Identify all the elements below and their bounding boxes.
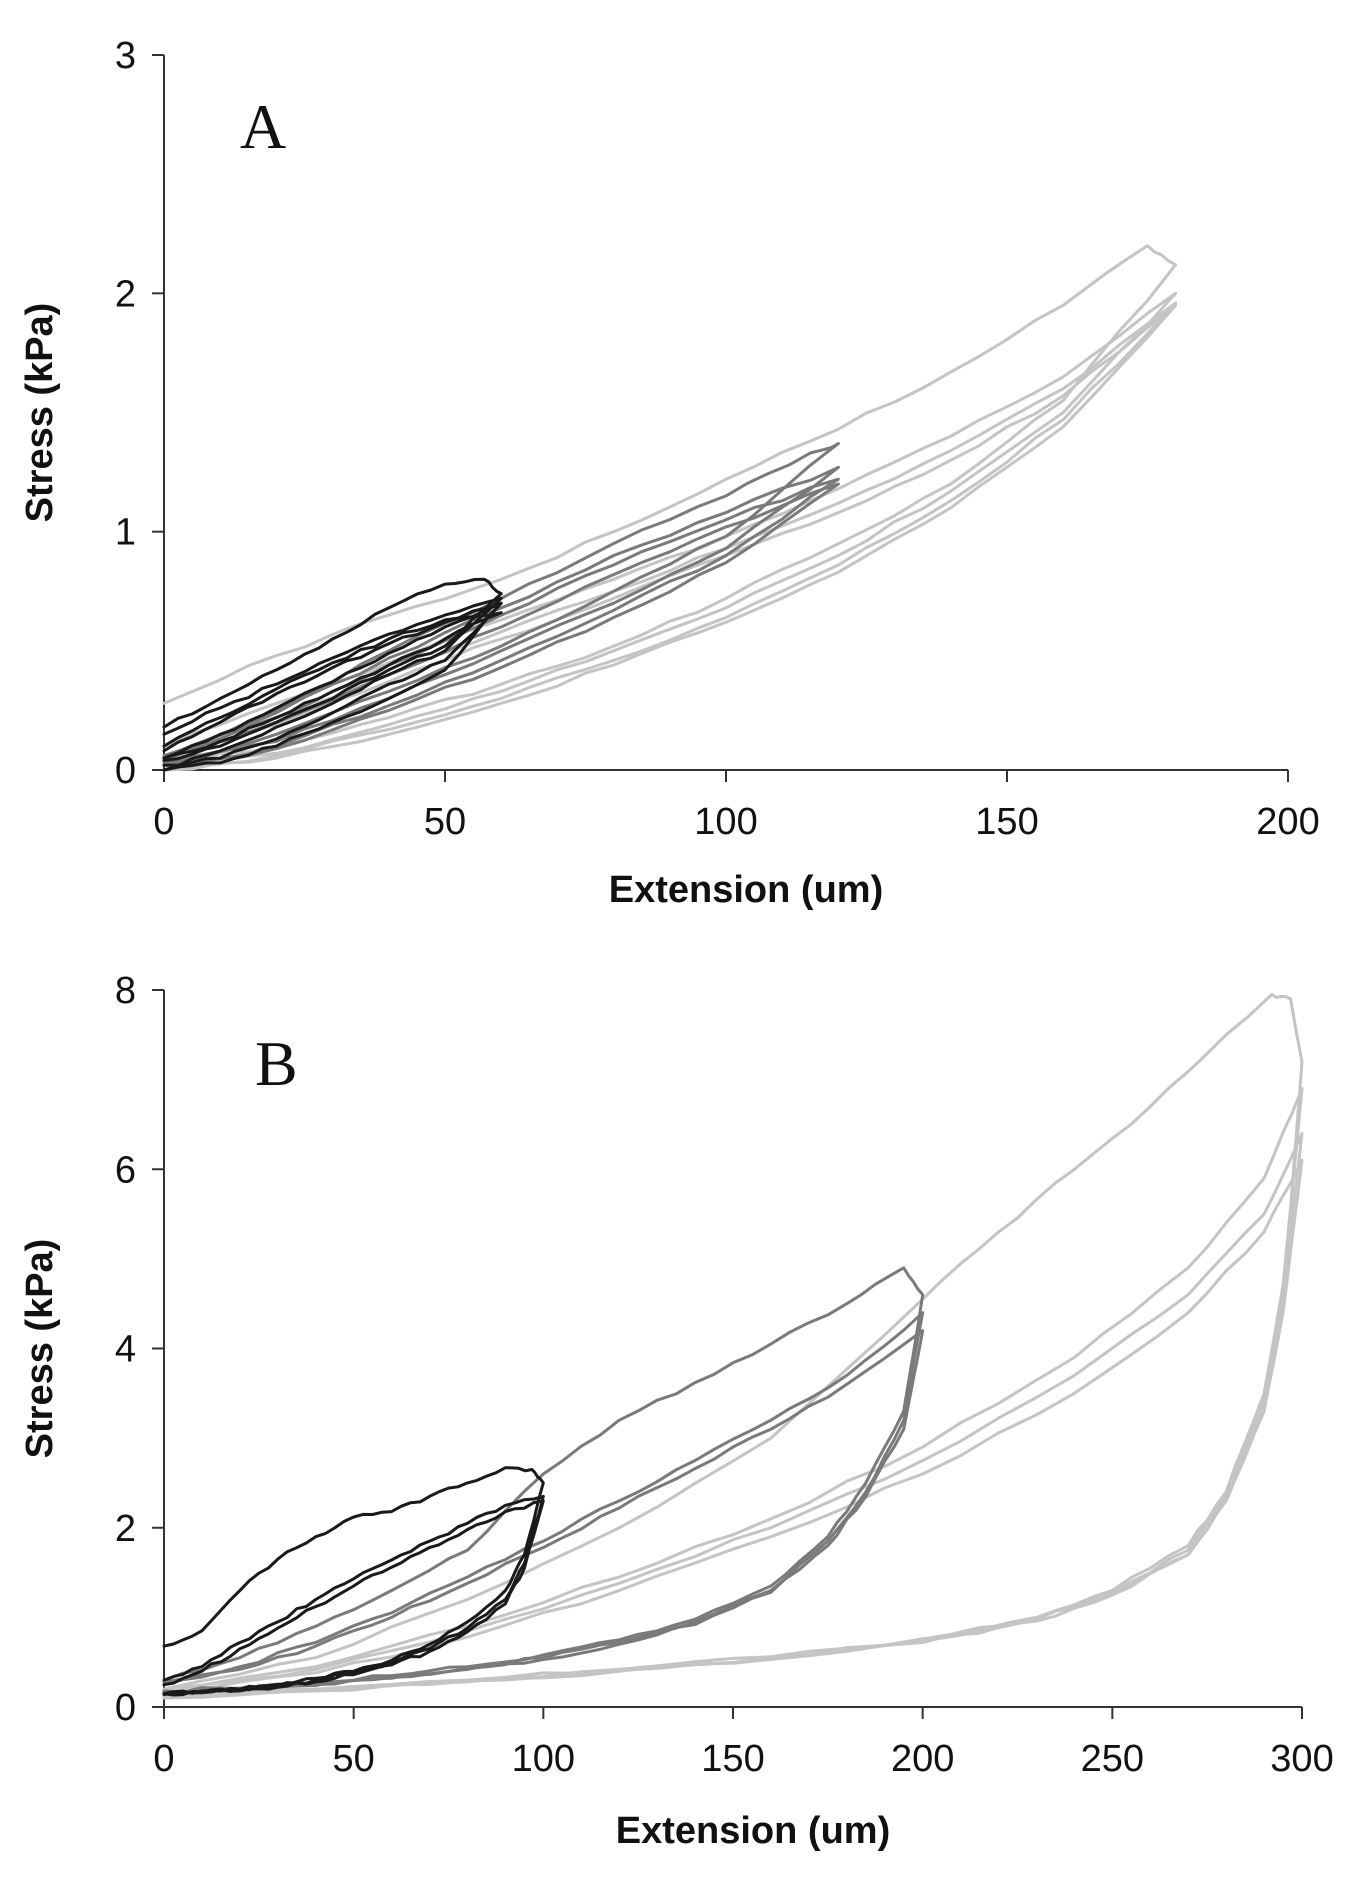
y-tick-label: 6 — [115, 1149, 136, 1191]
x-tick-label: 200 — [1256, 801, 1319, 843]
hysteresis-loop-60um — [162, 596, 503, 772]
x-axis-title: Extension (um) — [616, 1810, 890, 1852]
panel-b-chart: 0 50 100 150 200 250 300 0 2 4 6 8 Extension (um) Str… — [19, 970, 1334, 1852]
x-tick-label: 0 — [153, 801, 174, 843]
y-tick-label: 3 — [115, 35, 136, 77]
y-tick-label: 2 — [115, 273, 136, 315]
x-tick-label: 100 — [512, 1738, 575, 1780]
hysteresis-loop-60um — [162, 577, 503, 762]
hysteresis-loop-180um — [162, 244, 1178, 767]
hysteresis-loop-200um — [162, 1266, 925, 1694]
panel-a-chart: 0 50 100 150 200 0 1 2 3 Extension (um) Stress (kP… — [19, 35, 1320, 911]
x-tick-label: 150 — [975, 801, 1038, 843]
x-tick-label: 200 — [891, 1738, 954, 1780]
x-axis-title: Extension (um) — [609, 869, 883, 911]
panel-label: A — [240, 91, 286, 162]
hysteresis-loop-60um — [162, 611, 503, 760]
hysteresis-loop-300um — [162, 1131, 1304, 1699]
panel-label: B — [255, 1028, 298, 1099]
x-tick-label: 50 — [333, 1738, 375, 1780]
x-tick-label: 50 — [424, 801, 466, 843]
hysteresis-loop-180um — [162, 303, 1178, 772]
hysteresis-loop-300um — [162, 993, 1304, 1698]
hysteresis-loop-180um — [162, 301, 1178, 772]
x-tick-label: 250 — [1081, 1738, 1144, 1780]
y-tick-label: 4 — [115, 1329, 136, 1371]
y-tick-label: 0 — [115, 1687, 136, 1729]
y-tick-label: 8 — [115, 970, 136, 1012]
y-axis-title: Stress (kPa) — [19, 303, 61, 523]
hysteresis-loop-180um — [162, 291, 1178, 772]
x-tick-label: 100 — [694, 801, 757, 843]
hysteresis-loop-120um — [162, 442, 840, 767]
y-tick-label: 0 — [115, 750, 136, 792]
hysteresis-loop-100um — [162, 1466, 545, 1696]
y-tick-label: 1 — [115, 512, 136, 554]
x-tick-label: 300 — [1270, 1738, 1333, 1780]
hysteresis-loop-200um — [162, 1329, 925, 1695]
hysteresis-loop-60um — [162, 601, 503, 772]
hysteresis-loop-100um — [162, 1499, 545, 1696]
x-tick-label: 150 — [701, 1738, 764, 1780]
y-tick-label: 2 — [115, 1508, 136, 1550]
y-axis-title: Stress (kPa) — [19, 1239, 61, 1459]
x-tick-label: 0 — [153, 1738, 174, 1780]
hysteresis-loop-300um — [162, 1158, 1304, 1700]
